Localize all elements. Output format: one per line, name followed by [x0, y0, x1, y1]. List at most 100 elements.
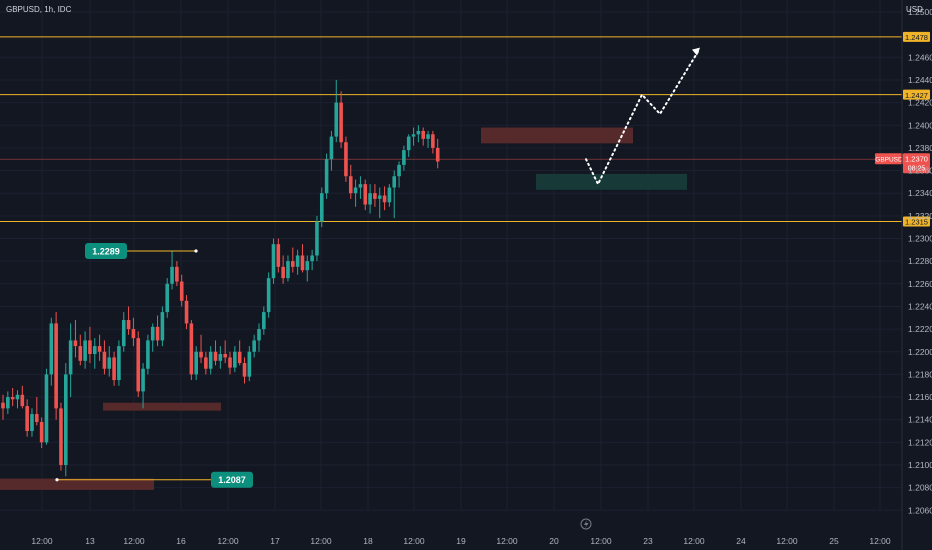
callouts[interactable]: 1.2289 1.2087 — [55, 242, 253, 488]
projection-line — [585, 50, 699, 187]
time-tick-label: 12:00 — [31, 536, 53, 546]
candle-body — [233, 351, 237, 368]
price-tick-label: 1.2160 — [908, 392, 932, 402]
price-callout-label: 1.2087 — [218, 475, 246, 485]
symbol-badge-label: GBPUSD — [875, 157, 903, 164]
time-tick-label: 18 — [363, 536, 373, 546]
resistance-zone — [103, 402, 221, 411]
countdown-label: 08:25 — [908, 166, 926, 173]
level-tag-label: 1.2315 — [905, 218, 928, 227]
lightning-icon[interactable] — [580, 518, 592, 530]
candle-body — [78, 346, 83, 361]
candle-body — [276, 244, 281, 267]
price-tick-label: 1.2140 — [908, 415, 932, 425]
candle-body — [160, 312, 165, 341]
candle-body — [63, 374, 68, 465]
projection-path — [585, 47, 700, 187]
candle-body — [363, 184, 368, 205]
time-tick-label: 24 — [736, 536, 746, 546]
time-tick-label: 12:00 — [217, 536, 239, 546]
zones — [0, 127, 687, 490]
candle-body — [242, 363, 247, 377]
price-tick-label: 1.2500 — [908, 7, 932, 17]
price-callout[interactable] — [85, 242, 127, 259]
time-tick-label: 12:00 — [776, 536, 798, 546]
candle-body — [25, 406, 29, 432]
candle-body — [416, 130, 421, 135]
candle-body — [15, 394, 20, 400]
candle-body — [39, 421, 44, 443]
candle-body — [319, 193, 324, 222]
candle-body — [305, 261, 310, 271]
candle-body — [324, 159, 329, 194]
candle-body — [199, 351, 203, 358]
candle-body — [392, 176, 397, 188]
candle-body — [377, 195, 382, 199]
price-tick-label: 1.2360 — [908, 166, 932, 176]
candle-body — [30, 414, 34, 432]
candle-body — [339, 102, 343, 143]
time-tick-label: 25 — [829, 536, 839, 546]
candle-body — [344, 142, 348, 177]
horizontal-levels[interactable]: 1.2478 1.2427 1.2315 GBPUSD 1.2370 08:25 — [0, 31, 930, 227]
price-tick-label: 1.2320 — [908, 211, 932, 221]
candle-body — [271, 244, 276, 279]
candle-body — [208, 351, 213, 369]
candle-body — [121, 320, 126, 347]
resistance-zone — [0, 478, 154, 490]
price-tick-label: 1.2120 — [908, 437, 932, 447]
time-tick-label: 12:00 — [683, 536, 705, 546]
time-tick-label: 12:00 — [590, 536, 612, 546]
candle-body — [213, 351, 218, 361]
candle-body — [146, 340, 150, 369]
price-tick-label: 1.2280 — [908, 256, 932, 266]
candle-body — [170, 266, 174, 284]
candle-body — [348, 176, 353, 194]
candle-body — [334, 102, 339, 137]
candle-body — [117, 346, 121, 381]
candle-body — [387, 187, 392, 203]
level-tag — [903, 89, 930, 100]
time-axis[interactable]: 12:00 13 12:00 16 12:00 17 12:00 18 12:00 19 12:00… — [31, 536, 891, 546]
time-tick-label: 13 — [85, 536, 95, 546]
candle-body — [295, 255, 300, 267]
candle-body — [165, 283, 170, 313]
candle-body — [223, 354, 227, 358]
level-tag — [903, 31, 930, 42]
time-tick-label: 12:00 — [403, 536, 425, 546]
price-tick-label: 1.2180 — [908, 369, 932, 379]
candle-body — [315, 221, 319, 256]
candle-body — [155, 326, 160, 341]
candle-body — [426, 134, 430, 139]
time-tick-label: 23 — [643, 536, 653, 546]
candle-body — [397, 164, 401, 177]
price-axis[interactable]: 1.2500 1.2460 1.2440 1.2420 1.2400 1.2380 1.23… — [901, 0, 932, 550]
candle-body — [35, 414, 39, 422]
price-callout-label: 1.2289 — [92, 246, 120, 256]
price-tick-label: 1.2060 — [908, 505, 932, 515]
price-tick-label: 1.2260 — [908, 279, 932, 289]
candle-body — [83, 340, 87, 361]
price-tick-label: 1.2100 — [908, 460, 932, 470]
candle-body — [184, 300, 189, 324]
level-tag-label: 1.2478 — [905, 33, 928, 42]
level-tag-label: 1.2427 — [905, 91, 928, 100]
candle-body — [237, 351, 242, 364]
price-badge — [903, 153, 930, 174]
projection-arrowhead — [692, 47, 700, 56]
candle-body — [88, 340, 92, 355]
candle-body — [435, 147, 440, 162]
price-badge-value: 1.2370 — [905, 155, 928, 164]
time-tick-label: 20 — [549, 536, 559, 546]
price-callout[interactable] — [211, 471, 253, 488]
candle-body — [421, 130, 426, 139]
price-tick-label: 1.2460 — [908, 52, 932, 62]
candle-body — [358, 184, 363, 188]
candle-body — [402, 150, 406, 165]
price-tick-label: 1.2220 — [908, 324, 932, 334]
candle-body — [310, 255, 314, 262]
candle-body — [281, 266, 285, 279]
callout-anchor-dot — [55, 478, 59, 482]
